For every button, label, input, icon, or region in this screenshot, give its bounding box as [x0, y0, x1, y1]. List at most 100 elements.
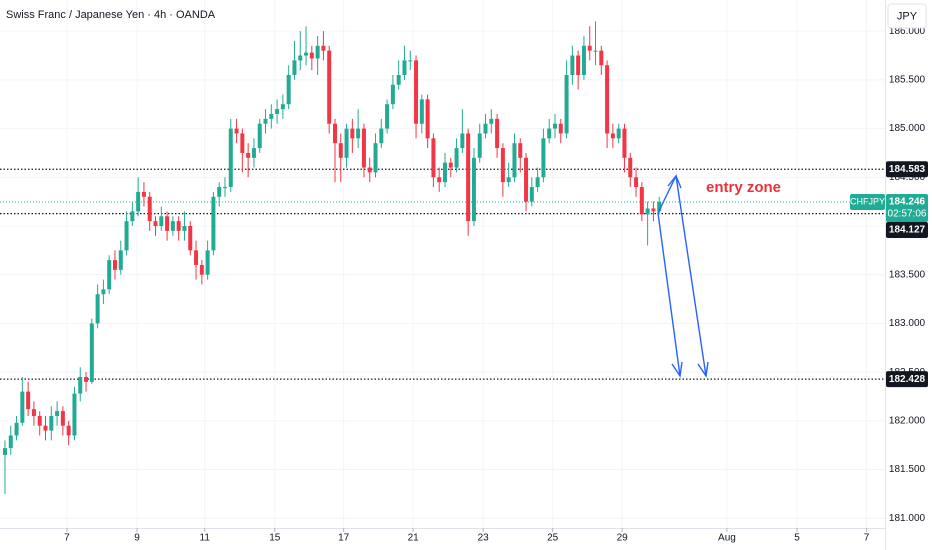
candle-body [442, 162, 447, 183]
candle-body [657, 202, 662, 212]
candle-body [628, 157, 633, 178]
symbol-label: CHFJPY [850, 196, 885, 206]
candle-body [246, 152, 251, 158]
candle-body [535, 177, 540, 188]
candle-body [72, 393, 77, 436]
chart-title: Swiss Franc / Japanese Yen · 4h · OANDA [6, 9, 216, 21]
candle-body [240, 133, 245, 153]
candle-body [564, 75, 569, 134]
candle-body [379, 128, 384, 144]
candle-body [622, 128, 627, 158]
x-tick-label: Aug [718, 533, 736, 544]
candle-body [257, 123, 262, 149]
candle-body [165, 216, 170, 231]
y-tick-label: 185.500 [889, 75, 926, 86]
x-tick-label: 9 [134, 533, 140, 544]
currency[interactable]: JPY [897, 10, 918, 22]
candle-body [344, 128, 349, 158]
candle-body [419, 99, 424, 124]
candle-body [275, 109, 280, 114]
candle-body [552, 123, 557, 129]
level-tag-label: 184.583 [889, 164, 926, 175]
level-tag-box [886, 371, 928, 388]
candle-body [524, 157, 529, 202]
candle-body [483, 123, 488, 134]
candle-body [228, 128, 233, 188]
candle-body [37, 415, 42, 426]
x-tick-label: 25 [547, 533, 559, 544]
candle-body [304, 52, 309, 56]
arrow-path [657, 173, 707, 377]
level-tag-label: 182.428 [889, 374, 926, 385]
symbol-box [850, 194, 885, 211]
candle-body [112, 260, 117, 270]
arrow-head [697, 361, 709, 378]
candle-body [373, 143, 378, 173]
trade-arrows [657, 173, 709, 378]
y-tick-label: 185.000 [889, 123, 926, 134]
candle-body [309, 52, 314, 59]
candle-body [448, 162, 453, 168]
candle-body [460, 133, 465, 149]
candle-body [408, 60, 413, 62]
candle-body [518, 143, 523, 158]
candle-body [471, 157, 476, 222]
candle-body [512, 143, 517, 178]
candle-body [130, 211, 135, 222]
candle-body [118, 250, 123, 270]
candle-body [60, 411, 65, 426]
candle-body [159, 216, 164, 227]
x-tick-label: 11 [200, 533, 211, 544]
candle-body [425, 99, 430, 139]
candle-body [390, 84, 395, 105]
candle-body [402, 60, 407, 76]
candle-body [327, 50, 332, 124]
arrow-head [671, 361, 683, 378]
candle-body [176, 221, 181, 231]
candle-body [547, 128, 552, 139]
candle-body [124, 221, 129, 251]
x-tick-label: 21 [408, 533, 420, 544]
y-tick-label: 186.000 [889, 26, 926, 37]
candle-body [280, 104, 285, 110]
candle-body [321, 45, 326, 51]
levels [0, 168, 885, 380]
candle-body [454, 148, 459, 168]
candle-body [170, 221, 175, 231]
annotation: entry zone [706, 179, 781, 196]
candle-body [222, 187, 227, 189]
candle-body [541, 138, 546, 178]
candle-body [396, 75, 401, 85]
y-tick-label: 183.000 [889, 318, 926, 329]
candle-body [89, 323, 94, 382]
candle-body [616, 128, 621, 139]
y-tick-label: 184.500 [889, 172, 926, 183]
candle-body [269, 113, 274, 119]
candle-body [55, 411, 60, 416]
last-price-box [886, 194, 928, 223]
grid [0, 0, 885, 528]
candle-body [292, 60, 297, 76]
candle-body [234, 128, 239, 134]
candle-body [217, 187, 222, 197]
candle-body [361, 128, 366, 168]
candle-body [605, 65, 610, 134]
y-tick-label: 183.500 [889, 269, 926, 280]
candle-body [350, 128, 355, 139]
candle-body [593, 50, 598, 52]
candle-body [14, 422, 19, 436]
candle-body [587, 45, 592, 51]
candle-body [182, 226, 187, 231]
candle-body [101, 289, 106, 295]
y-tick-label: 181.000 [889, 513, 926, 524]
currency-box[interactable] [887, 3, 927, 29]
x-tick-label: 23 [478, 533, 490, 544]
candle-body [367, 167, 372, 173]
candle-body [431, 138, 436, 178]
candle-body [84, 377, 89, 382]
candle-body [466, 133, 471, 222]
candle-body [286, 75, 291, 105]
candle-body [599, 50, 604, 66]
x-tick-label: 15 [269, 533, 281, 544]
